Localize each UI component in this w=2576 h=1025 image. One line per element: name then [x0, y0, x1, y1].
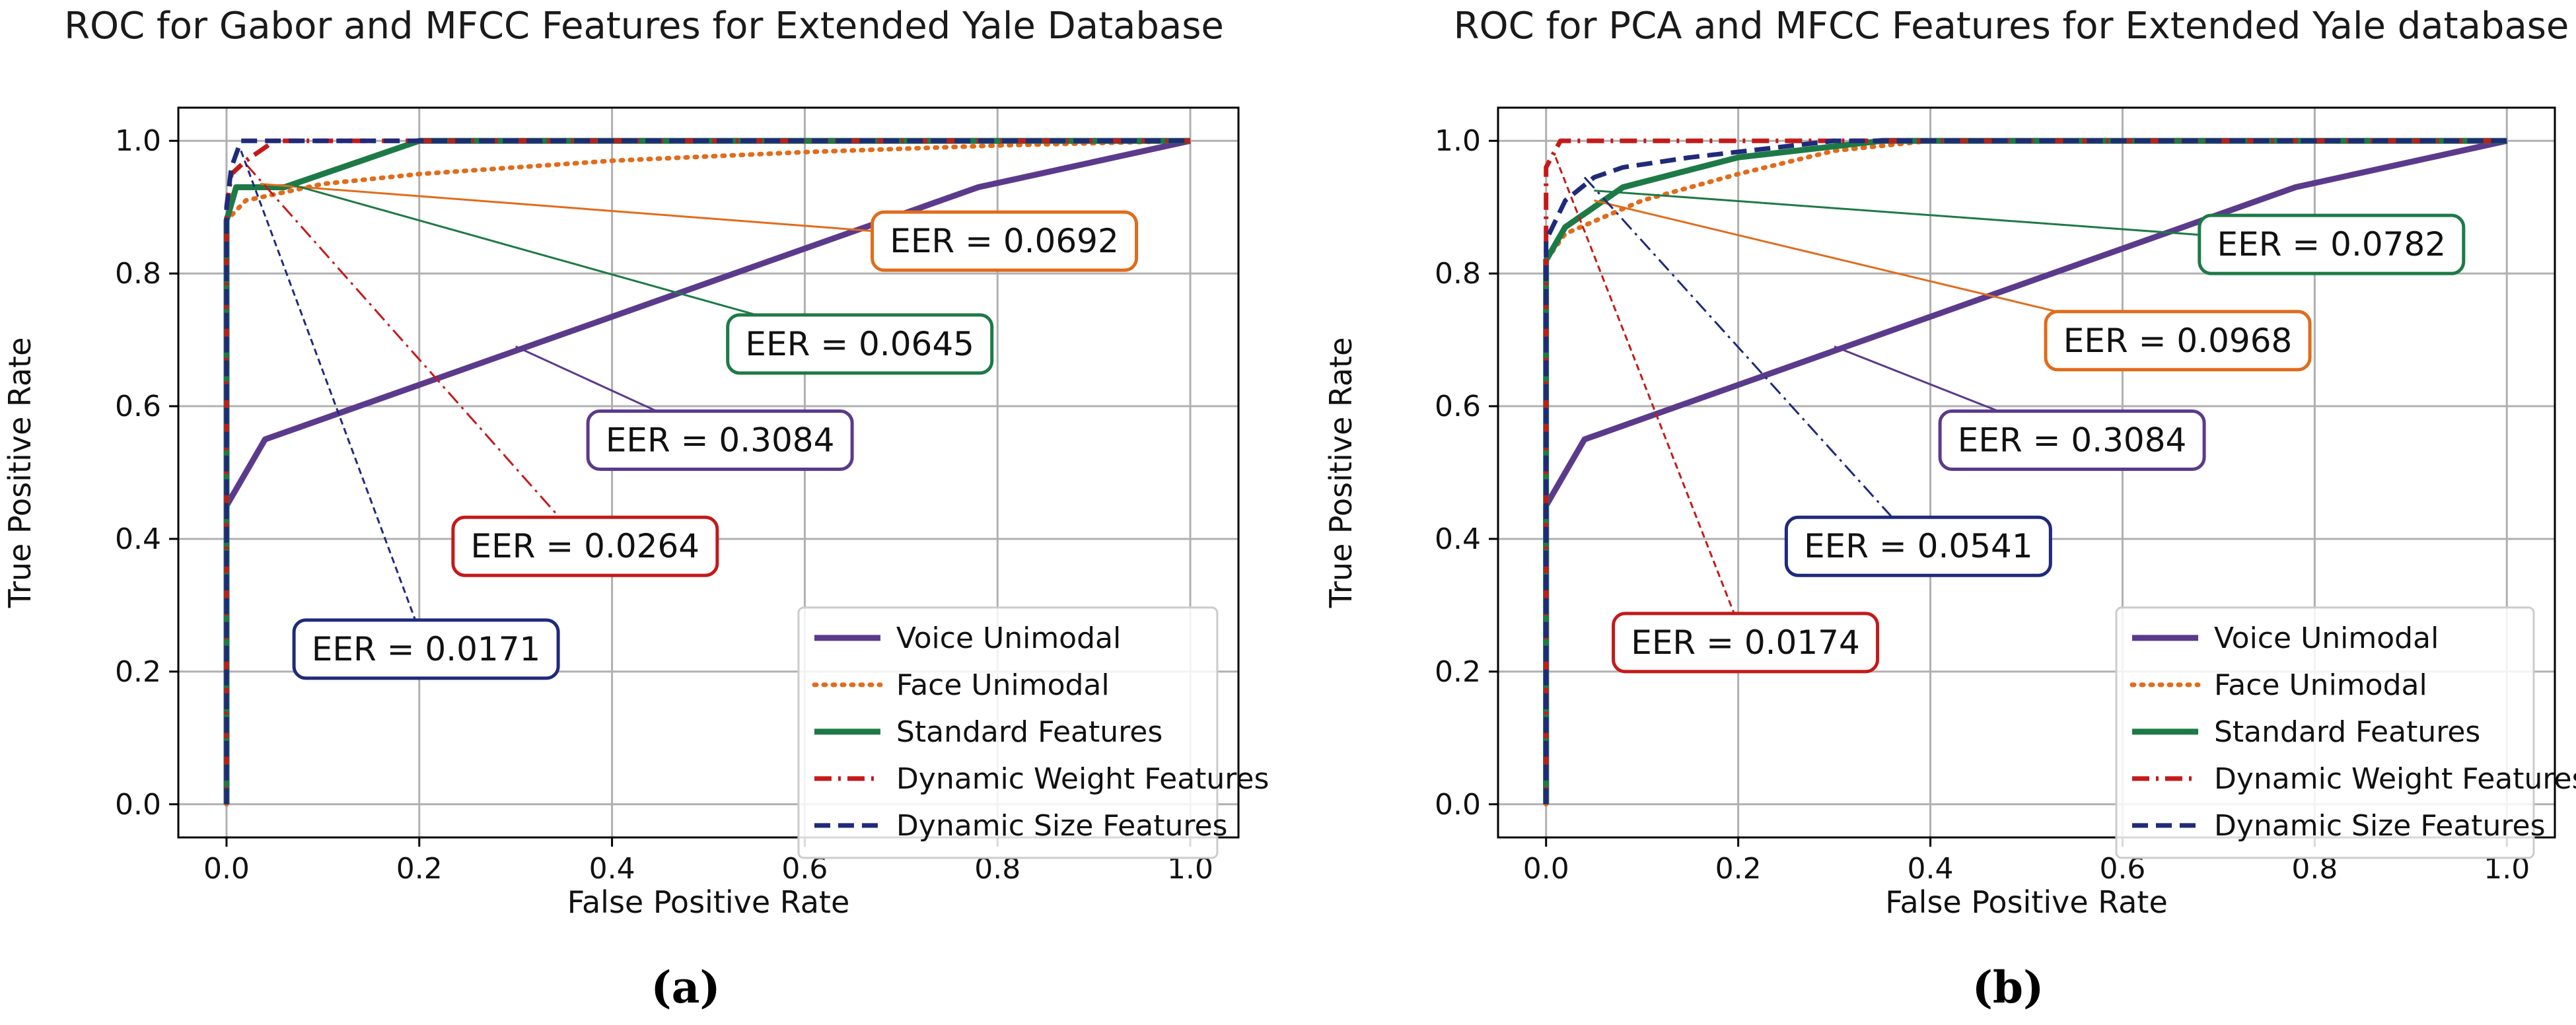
- annotation-box: [2044, 310, 2312, 372]
- annotation-leader: [245, 163, 586, 548]
- y-tick-label: 0.4: [1435, 522, 1481, 556]
- annotations: EER = 0.0782 EER = 0.0968 EER = 0.3084 EER …: [1554, 157, 2466, 674]
- y-axis-label: True Positive Rate: [2, 337, 38, 609]
- legend-label: Dynamic Size Features: [2214, 809, 2546, 843]
- annotation-label: EER = 0.0692: [890, 222, 1119, 260]
- annotation-box: [586, 409, 854, 471]
- annotation-leader: [1583, 176, 1919, 548]
- legend-label: Voice Unimodal: [2214, 621, 2439, 655]
- y-tick-label: 0.2: [115, 655, 161, 689]
- annotation-box: [1612, 612, 1880, 674]
- annotation-label: EER = 0.0968: [2063, 322, 2293, 360]
- x-axis-label: False Positive Rate: [1885, 884, 2168, 920]
- chart-title: ROC for Gabor and MFCC Features for Exte…: [64, 5, 1224, 48]
- legend-label: Face Unimodal: [2214, 668, 2427, 702]
- annotation-leader: [240, 150, 427, 650]
- annotation-label: EER = 0.0171: [312, 630, 541, 668]
- x-tick-label: 0.4: [589, 852, 635, 886]
- x-tick-label: 0.0: [203, 852, 250, 886]
- y-axis: 0.0 0.2 0.4 0.6 0.8 1.0: [115, 124, 178, 822]
- y-axis: 0.0 0.2 0.4 0.6 0.8 1.0: [1435, 124, 1498, 822]
- annotation-box: [1938, 409, 2206, 471]
- annotation-label: EER = 0.0264: [471, 527, 700, 565]
- x-tick-label: 0.2: [396, 852, 443, 886]
- annotation-box: [1784, 515, 2052, 577]
- series-group: [223, 137, 1193, 807]
- legend-label: Voice Unimodal: [896, 621, 1121, 655]
- x-tick-label: 0.2: [1715, 852, 1762, 886]
- x-tick-label: 0.0: [1523, 852, 1569, 886]
- legend: Voice Unimodal Face Unimodal Standard Feat…: [797, 606, 1270, 859]
- annotation-label: EER = 0.0541: [1804, 527, 2033, 565]
- annotation-box: [451, 515, 719, 577]
- y-axis-label: True Positive Rate: [1323, 337, 1359, 609]
- series-line-dynamic-size-features: [1544, 138, 2507, 804]
- legend-label: Standard Features: [896, 715, 1163, 749]
- x-axis: 0.0 0.2 0.4 0.6 0.8 1.0: [1523, 837, 2530, 886]
- panel-a: ROC for Gabor and MFCC Features for Exte…: [2, 5, 1269, 1013]
- annotation-box: [292, 618, 560, 680]
- y-tick-label: 0.0: [115, 788, 161, 822]
- y-tick-label: 0.8: [115, 257, 161, 291]
- x-tick-label: 0.4: [1908, 852, 1954, 886]
- y-tick-label: 0.6: [115, 390, 161, 423]
- annotation-label: EER = 0.3084: [606, 421, 835, 459]
- legend-label: Dynamic Weight Features: [896, 762, 1270, 796]
- y-tick-label: 0.6: [1435, 390, 1481, 423]
- legend: Voice Unimodal Face Unimodal Standard Feat…: [2115, 606, 2576, 859]
- annotation-leader: [1554, 157, 1746, 643]
- annotation-box: [2198, 213, 2466, 275]
- series-line-face-unimodal: [224, 138, 1193, 807]
- annotation-label: EER = 0.0174: [1631, 623, 1860, 662]
- y-tick-label: 0.4: [115, 522, 161, 556]
- legend-frame: [797, 606, 1219, 859]
- legend-frame: [2115, 606, 2535, 859]
- annotation-label: EER = 0.0645: [745, 325, 974, 363]
- y-tick-label: 1.0: [1435, 124, 1481, 158]
- y-tick-label: 0.8: [1435, 257, 1481, 291]
- annotation-box: [871, 210, 1139, 272]
- annotation-label: EER = 0.0782: [2217, 225, 2447, 264]
- series-line-dynamic-weight-features: [1544, 138, 2507, 804]
- axes-frame: [177, 106, 1240, 839]
- annotation-label: EER = 0.3084: [1958, 421, 2187, 459]
- panel-caption: (a): [651, 962, 720, 1013]
- legend-label: Standard Features: [2214, 715, 2480, 749]
- y-tick-label: 0.2: [1435, 655, 1481, 689]
- legend-label: Face Unimodal: [896, 668, 1110, 702]
- y-tick-label: 0.0: [1435, 788, 1481, 822]
- x-axis-label: False Positive Rate: [567, 884, 850, 920]
- axes-frame: [1497, 106, 2556, 839]
- chart-title: ROC for PCA and MFCC Features for Extend…: [1454, 5, 2569, 48]
- series-line-dynamic-size-features: [224, 138, 1190, 804]
- annotations: EER = 0.0692 EER = 0.0645 EER = 0.3084 EER …: [240, 150, 1139, 680]
- legend-label: Dynamic Size Features: [896, 809, 1228, 843]
- panel-caption: (b): [1972, 962, 2044, 1013]
- annotation-box: [726, 313, 994, 375]
- legend-label: Dynamic Weight Features: [2214, 762, 2576, 796]
- y-tick-label: 1.0: [115, 124, 161, 158]
- panel-b: ROC for PCA and MFCC Features for Extend…: [1323, 5, 2576, 1013]
- series-group: [1543, 137, 2509, 807]
- series-line-dynamic-weight-features: [224, 138, 1190, 804]
